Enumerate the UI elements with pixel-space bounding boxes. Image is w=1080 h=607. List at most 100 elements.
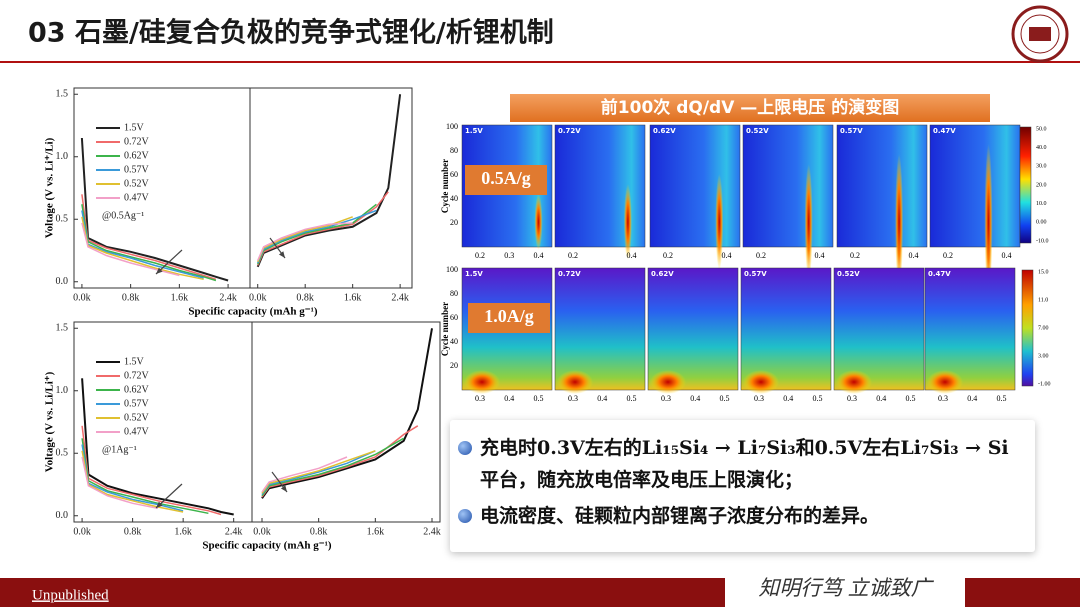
legend-label: 0.47V [124, 192, 150, 203]
panel-label: 1.5V [465, 127, 483, 135]
heatmap-y-tick-label: 60 [450, 313, 458, 322]
colorbar [1019, 126, 1032, 244]
x-tick-label: 1.6k [367, 526, 385, 537]
heatmap-x-tick-label: 0.2 [943, 251, 953, 260]
footer-bar-right [965, 578, 1080, 607]
colorbar-label: 11.0 [1038, 297, 1048, 303]
colorbar-label: 50.0 [1036, 126, 1047, 132]
plot-frame [73, 321, 441, 523]
arrow-head [156, 267, 163, 274]
heatmap-x-tick-label: 0.3 [754, 394, 764, 403]
heatmap-x-tick-label: 0.5 [534, 394, 544, 403]
heatmap-y-tick-label: 40 [450, 337, 458, 346]
rate-note: @0.5Ag⁻¹ [102, 210, 144, 221]
x-tick-label: 1.6k [344, 292, 362, 303]
panel-label: 0.62V [651, 270, 674, 278]
heatmap-y-tick-label: 100 [446, 122, 458, 131]
colorbar-label: 3.00 [1038, 353, 1049, 359]
charge-curve [257, 203, 377, 265]
rate-box [468, 303, 550, 333]
legend-label: 0.72V [124, 370, 150, 381]
colorbar-label: 7.00 [1038, 325, 1049, 331]
panel-label: 0.47V [928, 270, 951, 278]
colorbar-label: 30.0 [1036, 164, 1047, 170]
y-tick-label: 1.0 [56, 385, 69, 396]
heatmap-x-tick-label: 0.2 [756, 251, 766, 260]
heatmap-x-tick-label: 0.4 [1002, 251, 1012, 260]
heatmap-x-tick-label: 0.5 [997, 394, 1007, 403]
discharge-curve [81, 204, 217, 282]
heatmap-x-tick-label: 0.4 [690, 394, 700, 403]
colorbar-label: -1.00 [1038, 381, 1051, 387]
y-axis-label: Voltage (V vs. Li/Li⁺) [44, 371, 56, 472]
heatmap-x-tick-label: 0.3 [504, 251, 514, 260]
colorbar-label: 10.0 [1036, 201, 1047, 207]
colorbar-label: 20.0 [1036, 182, 1047, 188]
heatmap-x-tick-label: 0.5 [720, 394, 730, 403]
heatmap-x-tick-label: 0.4 [627, 251, 637, 260]
footer-label: Unpublished [32, 587, 109, 603]
heatmap-hotspot [895, 154, 904, 290]
legend-label: 1.5V [124, 356, 145, 367]
charge-curve [261, 425, 419, 498]
y-tick-label: 1.0 [56, 151, 69, 162]
rate-label: 1.0A/g [484, 306, 534, 326]
arrow-head [156, 501, 163, 508]
rate-note: @1Ag⁻¹ [102, 444, 137, 455]
heatmap-panel [929, 124, 1021, 248]
heatmap-panel [924, 267, 1016, 391]
panel-label: 0.72V [558, 270, 581, 278]
panel-label: 0.47V [933, 127, 956, 135]
charge-curve [261, 456, 348, 493]
legend-label: 0.62V [124, 384, 150, 395]
legend-label: 1.5V [124, 122, 145, 133]
heatmap-hotspot [534, 194, 543, 250]
heatmap-hotspot [623, 184, 632, 260]
x-tick-label: 0.0k [73, 526, 91, 537]
x-tick-label: 0.8k [296, 292, 314, 303]
heatmap-x-tick-label: 0.4 [534, 251, 544, 260]
heatmap-x-tick-label: 0.5 [627, 394, 637, 403]
x-tick-label: 2.4k [423, 526, 441, 537]
heatmap-y-tick-label: 20 [450, 361, 458, 370]
heatmap-y-tick-label: 80 [450, 146, 458, 155]
heatmap-y-label: Cycle number [440, 302, 450, 356]
heatmap-hotspot [743, 370, 779, 394]
y-tick-label: 0.5 [56, 448, 69, 459]
charge-curve [257, 222, 353, 261]
heatmap-y-label: Cycle number [440, 159, 450, 213]
heatmap-hotspot [650, 370, 686, 394]
heatmap-y-tick-label: 100 [446, 265, 458, 274]
note: 充电时0.3V左右的Li₁₅Si₄ → Li₇Si₃和0.5V左右Li₇Si₃ … [458, 432, 1021, 496]
panel-label: 0.57V [840, 127, 863, 135]
heatmap-x-tick-label: 0.4 [722, 251, 732, 260]
charge-curve [257, 191, 389, 266]
plot-frame [73, 87, 413, 289]
heatmap-x-tick-label: 0.4 [815, 251, 825, 260]
colorbar [1021, 269, 1034, 387]
discharge-curve [81, 456, 159, 510]
y-tick-label: 1.5 [56, 89, 69, 100]
colorbar-label: 15.0 [1038, 269, 1049, 275]
heatmap-x-tick-label: 0.4 [967, 394, 977, 403]
heatmap-panel [740, 267, 832, 391]
x-tick-label: 1.6k [174, 526, 192, 537]
x-tick-label: 0.0k [73, 292, 91, 303]
y-tick-label: 0.0 [56, 276, 69, 287]
arrow-head [280, 485, 287, 492]
legend-label: 0.62V [124, 150, 150, 161]
heatmap-x-tick-label: 0.3 [475, 394, 485, 403]
panel-label: 0.72V [558, 127, 581, 135]
arrow-head [278, 251, 285, 258]
heatmap-banner [510, 94, 990, 122]
heatmap-x-tick-label: 0.4 [909, 251, 919, 260]
heatmap-x-tick-label: 0.2 [475, 251, 485, 260]
charge-curve [261, 328, 433, 499]
x-tick-label: 0.0k [249, 292, 267, 303]
discharge-curve [80, 137, 229, 282]
heatmap-hotspot [557, 370, 593, 394]
legend-label: 0.52V [124, 178, 150, 189]
heatmap-panel [742, 124, 834, 248]
heatmap-y-tick-label: 60 [450, 170, 458, 179]
